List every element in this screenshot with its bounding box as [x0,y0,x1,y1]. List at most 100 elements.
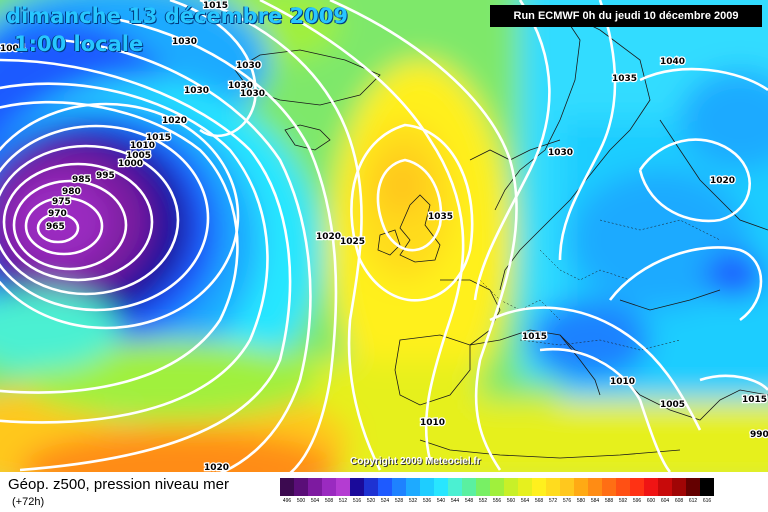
legend-swatch [490,478,504,496]
legend-label: 616 [702,498,712,504]
isobar-label: 1030 [172,37,197,47]
legend-label: 596 [632,498,642,504]
isobar-label: 1020 [162,116,187,126]
legend-swatch [336,478,350,496]
forecast-date-title: dimanche 13 décembre 2009 [6,4,348,28]
legend-label: 536 [422,498,432,504]
isobar-label: 965 [46,222,65,232]
footer-bar: Géop. z500, pression niveau mer (+72h) 4… [0,472,768,512]
legend-label: 608 [674,498,684,504]
isobar-label: 1020 [710,176,735,186]
legend-label: 612 [688,498,698,504]
isobar-label: 1005 [0,44,25,54]
isobar-labels: 1015 1030 1030 1030 1030 1030 1020 1015 … [0,0,768,472]
legend-swatch [406,478,420,496]
isobar-label: 1030 [184,86,209,96]
legend-swatch [462,478,476,496]
isobar-label: 1015 [742,395,767,405]
isobar-label: 985 [72,175,91,185]
legend-swatch [322,478,336,496]
borders [479,219,721,351]
legend-label: 540 [436,498,446,504]
legend-label: 588 [604,498,614,504]
legend-swatch [588,478,602,496]
isobars [0,0,768,472]
legend-label: 496 [282,498,292,504]
legend-label: 580 [576,498,586,504]
legend-swatch [280,478,294,496]
isobar-label: 1005 [660,400,685,410]
isobar-label: 1005 [126,151,151,161]
chart-description: Géop. z500, pression niveau mer [8,476,229,493]
legend-swatch [518,478,532,496]
legend-swatch [504,478,518,496]
legend-swatch [658,478,672,496]
legend-label: 600 [646,498,656,504]
legend-label: 532 [408,498,418,504]
legend-swatch [602,478,616,496]
isobar-label: 1040 [660,57,685,67]
isobar-label: 1030 [548,148,573,158]
run-info-banner: Run ECMWF 0h du jeudi 10 décembre 2009 [490,5,762,27]
color-scale-labels: 496 500 504 508 512 516 520 524 528 532 536 540 544 5… [280,498,714,504]
color-scale-legend [280,478,714,496]
legend-swatch [574,478,588,496]
legend-swatch [546,478,560,496]
coastlines [234,9,768,459]
isobar-label: 995 [96,171,115,181]
legend-swatch [700,478,714,496]
isobar-label: 1030 [236,61,261,71]
isobar-label: 1035 [612,74,637,84]
legend-swatch [476,478,490,496]
isobar-label: 1010 [420,418,445,428]
isobar-label: 990 [750,430,768,440]
copyright-notice: Copyright 2009 Meteociel.fr [350,456,481,467]
legend-label: 516 [352,498,362,504]
isobar-label: 1025 [340,237,365,247]
isobar-label: 1035 [428,212,453,222]
legend-swatch [420,478,434,496]
legend-label: 556 [492,498,502,504]
forecast-lead-time: (+72h) [12,496,45,508]
isobar-label: 1010 [610,377,635,387]
legend-swatch [672,478,686,496]
isobar-label: 1030 [240,89,265,99]
isobar-label: 970 [48,209,67,219]
legend-label: 576 [562,498,572,504]
legend-label: 520 [366,498,376,504]
legend-swatch [308,478,322,496]
isobar-label: 980 [62,187,81,197]
isobar-label: 1015 [146,133,171,143]
legend-swatch [434,478,448,496]
legend-label: 524 [380,498,390,504]
legend-label: 560 [506,498,516,504]
legend-label: 592 [618,498,628,504]
legend-swatch [616,478,630,496]
legend-label: 544 [450,498,460,504]
legend-label: 508 [324,498,334,504]
legend-label: 548 [464,498,474,504]
legend-label: 512 [338,498,348,504]
isobar-label: 1030 [228,81,253,91]
isobar-label: 975 [52,197,71,207]
isobar-label: 1015 [522,332,547,342]
isobar-label: 1010 [130,141,155,151]
legend-label: 552 [478,498,488,504]
legend-label: 568 [534,498,544,504]
legend-swatch [448,478,462,496]
legend-label: 504 [310,498,320,504]
legend-swatch [644,478,658,496]
legend-swatch [350,478,364,496]
legend-label: 564 [520,498,530,504]
isobar-label: 1020 [204,463,229,472]
legend-swatch [392,478,406,496]
legend-swatch [378,478,392,496]
isobar-label: 1020 [316,232,341,242]
forecast-time-title: 1:00 locale [14,32,144,56]
pressure-map: 1015 1030 1030 1030 1030 1030 1020 1015 … [0,0,768,472]
legend-label: 572 [548,498,558,504]
legend-label: 584 [590,498,600,504]
legend-swatch [560,478,574,496]
legend-label: 604 [660,498,670,504]
